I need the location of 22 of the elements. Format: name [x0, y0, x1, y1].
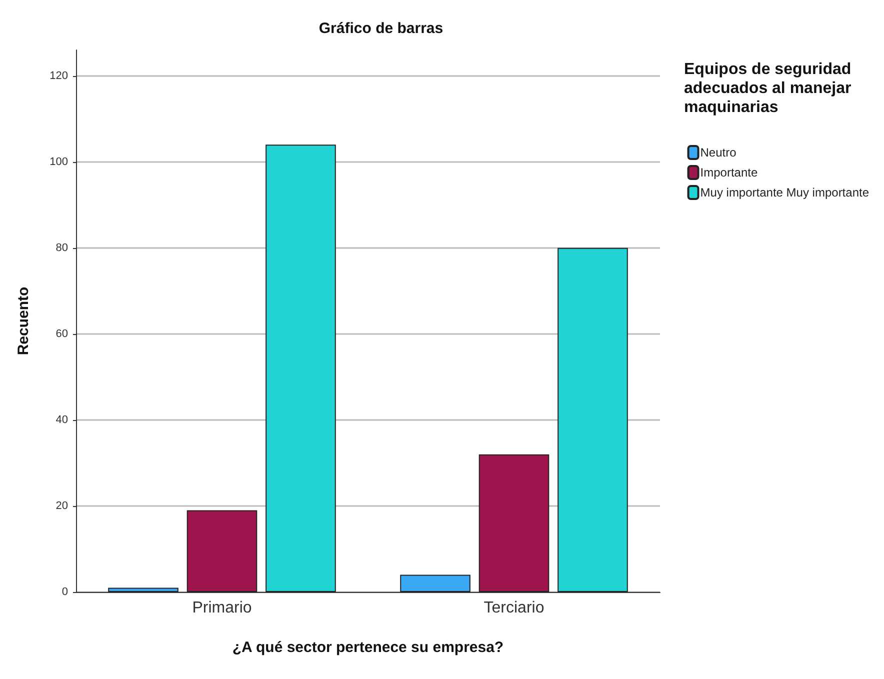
y-tick-label: 60 — [56, 328, 68, 340]
y-axis-title: Recuento — [15, 286, 32, 356]
legend-label: Neutro — [700, 146, 737, 160]
y-tick-label: 0 — [62, 586, 68, 598]
y-tick-label: 40 — [56, 414, 68, 426]
bar — [478, 454, 550, 592]
x-tick-label: Terciario — [484, 600, 544, 616]
bar — [108, 588, 178, 592]
legend-title: Equipos de seguridad adecuados al manejar maquinarias — [684, 61, 856, 116]
bar — [186, 510, 258, 592]
legend-label: Muy importante Muy importante — [700, 186, 870, 200]
legend-label: Importante — [700, 166, 758, 180]
bar — [266, 144, 336, 592]
x-axis-title: ¿A qué sector pertenece su empresa? — [232, 639, 504, 656]
chart-title: Gráfico de barras — [318, 20, 444, 37]
y-tick-label: 120 — [50, 70, 68, 82]
bar — [400, 574, 470, 592]
y-tick-label: 100 — [50, 156, 68, 168]
y-tick-label: 80 — [56, 242, 68, 254]
bar — [558, 248, 628, 592]
y-tick-label: 20 — [56, 500, 68, 512]
x-tick-label: Primario — [192, 600, 252, 616]
